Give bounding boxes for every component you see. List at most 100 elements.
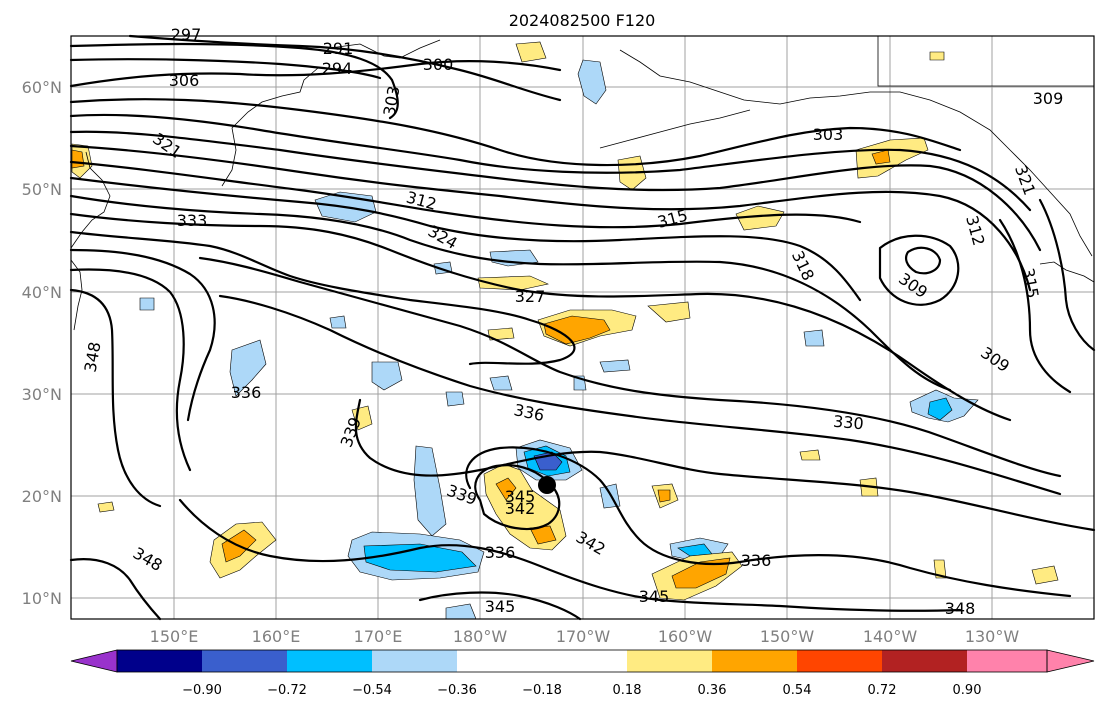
shade-blue-180-strip <box>413 445 447 537</box>
contour-label: 300 <box>423 55 454 74</box>
contour-label: 345 <box>485 597 516 616</box>
shade-blue-bering <box>577 59 607 105</box>
colorbar-extend-low <box>70 649 118 673</box>
contour-label: 297 <box>171 25 202 44</box>
contour-327 <box>69 230 576 366</box>
contour-291 <box>69 42 399 120</box>
contour-label: 348 <box>945 599 976 618</box>
shade-orange-storm-1 <box>495 477 517 501</box>
lon-label: 180°W <box>453 627 508 646</box>
contour-306-ring <box>905 246 942 275</box>
lat-label: 20°N <box>22 487 62 506</box>
shade-blue-32n-west <box>229 339 267 397</box>
contour-label: 327 <box>515 287 546 306</box>
coastlines <box>70 36 1095 331</box>
coast-aleutians <box>599 109 751 149</box>
contour-339 <box>354 398 1096 532</box>
colorbar-extend-high <box>1046 649 1095 673</box>
shade-yellow-small-1 <box>929 51 945 61</box>
shade-yellow-small-3 <box>799 449 821 461</box>
colorbar-segment <box>797 650 882 672</box>
shade-yellow-37n-east <box>647 301 691 323</box>
contour-348-sw <box>69 558 162 621</box>
shade-blue-small-5 <box>489 375 513 391</box>
coast-siberia <box>329 39 441 59</box>
colorbar-tick-label: 0.36 <box>698 683 727 698</box>
longitude-labels: 150°E 160°E 170°E 180°W 170°W 160°W 150°… <box>150 627 1020 646</box>
shade-yellow-41n <box>477 275 549 291</box>
contour-label: 309 <box>1033 89 1064 108</box>
shade-blue-small-7 <box>139 297 155 311</box>
colorbar-tick-label: −0.90 <box>182 683 222 698</box>
contour-315 <box>69 160 862 229</box>
contour-label: 336 <box>485 543 516 562</box>
lat-label: 50°N <box>22 180 62 199</box>
contour-label: 345 <box>505 487 536 506</box>
shade-yellow-far-east <box>1031 565 1059 585</box>
contour-306 <box>69 113 1032 212</box>
shade-yellow-63n <box>515 41 547 63</box>
shade-cyan-27n-east <box>927 397 953 421</box>
lon-label: 160°E <box>252 627 301 646</box>
colorbar-segment <box>882 650 967 672</box>
shade-orange-11n <box>671 557 731 589</box>
shade-blue-small-3 <box>599 359 631 373</box>
shade-orange-west-edge <box>71 149 85 169</box>
coast-alaska <box>619 49 1093 257</box>
lat-label: 40°N <box>22 283 62 302</box>
map-panel: 297 291 294 306 300 303 309 321 303 312 … <box>69 25 1096 621</box>
lon-label: 150°W <box>760 627 815 646</box>
lon-label: 160°W <box>658 627 713 646</box>
contour-330 <box>198 256 1062 478</box>
colorbar-tick-label: −0.18 <box>522 683 562 698</box>
colorbar-segment <box>967 650 1047 672</box>
coast-asia-east <box>70 151 111 249</box>
contour-318-east <box>1038 198 1096 352</box>
colorbar-segment <box>372 650 457 672</box>
contour-345 <box>465 446 1072 598</box>
contour-336 <box>218 294 1062 496</box>
colorbar-tick-label: 0.54 <box>783 683 812 698</box>
shade-yellow-small-6 <box>97 501 115 513</box>
shade-blue-small-8 <box>329 315 347 329</box>
shade-cyan-14n <box>363 543 477 573</box>
latitude-labels: 60°N 50°N 40°N 30°N 20°N 10°N <box>22 78 62 608</box>
contour-330-west <box>69 248 216 422</box>
map-title: 2024082500 F120 <box>509 11 656 30</box>
contour-label: 336 <box>741 551 772 570</box>
colorbar-tick-label: −0.54 <box>352 683 392 698</box>
shade-orange-52n <box>871 149 891 165</box>
colorbar: −0.90 −0.72 −0.54 −0.36 −0.18 0.18 0.36 … <box>70 649 1095 698</box>
contour-321 <box>69 194 952 392</box>
coast-japan <box>70 259 83 331</box>
height-contours <box>69 34 1096 621</box>
contour-324 <box>69 212 1012 422</box>
storm-center-marker <box>538 476 556 494</box>
contour-309 <box>69 130 1042 252</box>
lon-label: 130°W <box>965 627 1020 646</box>
lat-label: 10°N <box>22 589 62 608</box>
colorbar-frame <box>116 649 1048 673</box>
contour-label: 345 <box>639 587 670 606</box>
contour-label: 294 <box>322 59 353 78</box>
contour-label: 291 <box>323 39 354 58</box>
lat-label: 30°N <box>22 385 62 404</box>
shade-blue-32n <box>371 361 403 391</box>
coast-north-america <box>1039 261 1095 283</box>
contour-312 <box>69 144 1032 292</box>
contour-300 <box>69 60 562 88</box>
contour-348-south <box>178 498 962 612</box>
colorbar-segment <box>542 650 627 672</box>
colorbar-segment <box>457 650 542 672</box>
lon-label: 150°E <box>150 627 199 646</box>
shade-blue-small-2 <box>445 391 465 407</box>
shade-orange-20n-east <box>657 489 671 503</box>
contour-333 <box>69 268 192 472</box>
colorbar-tick-label: 0.18 <box>613 683 642 698</box>
contour-297 <box>128 34 562 102</box>
contour-315-east <box>998 218 1072 394</box>
contour-label: 342 <box>505 499 536 518</box>
contour-label: 336 <box>231 383 262 402</box>
shade-blue-small-4 <box>803 329 825 347</box>
